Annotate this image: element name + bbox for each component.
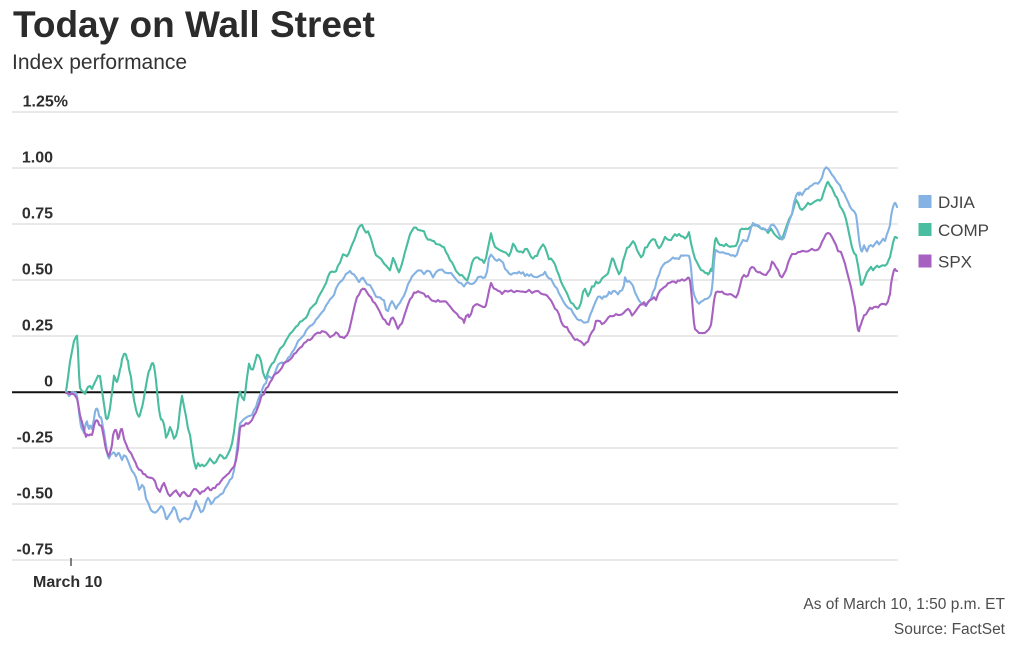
svg-text:-0.50: -0.50 (17, 486, 54, 503)
svg-text:Today on Wall Street: Today on Wall Street (13, 4, 375, 45)
svg-text:0.50: 0.50 (22, 262, 53, 279)
svg-text:DJIA: DJIA (938, 193, 976, 212)
svg-text:-0.75: -0.75 (17, 542, 54, 559)
svg-text:0.75: 0.75 (22, 206, 53, 223)
svg-text:As of March 10, 1:50 p.m. ET: As of March 10, 1:50 p.m. ET (803, 596, 1005, 613)
svg-text:Index performance: Index performance (12, 51, 187, 74)
svg-text:1.25%: 1.25% (23, 94, 68, 111)
svg-text:0: 0 (44, 374, 53, 391)
svg-text:0.25: 0.25 (22, 318, 53, 335)
svg-text:COMP: COMP (938, 221, 989, 240)
svg-text:1.00: 1.00 (22, 150, 53, 167)
svg-text:Source: FactSet: Source: FactSet (894, 621, 1006, 638)
svg-text:SPX: SPX (938, 253, 972, 272)
svg-text:March 10: March 10 (33, 574, 102, 591)
svg-text:-0.25: -0.25 (17, 430, 54, 447)
